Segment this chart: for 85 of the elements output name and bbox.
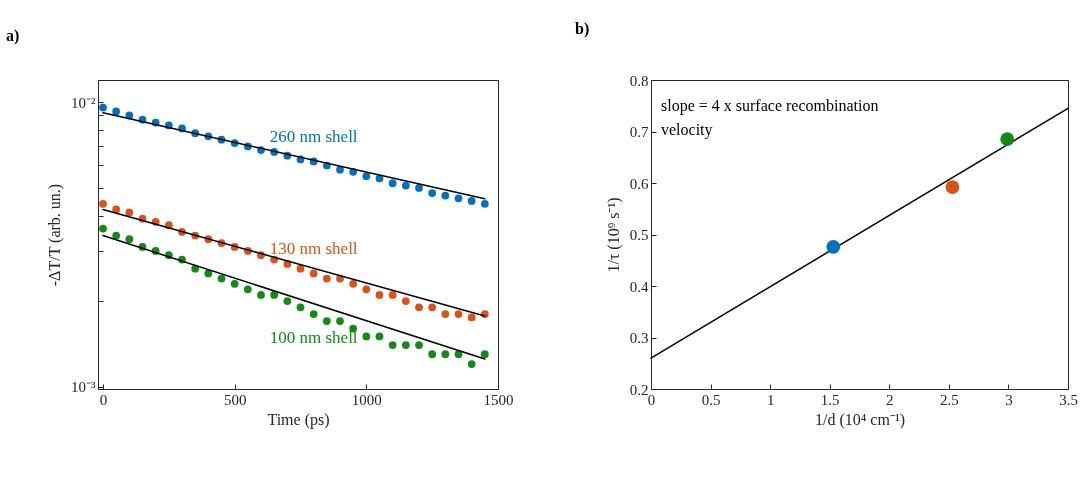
point (322, 274, 331, 283)
point (362, 285, 371, 294)
point (388, 291, 397, 299)
point (826, 239, 841, 254)
x-tick-label: 2 (886, 391, 894, 408)
point (375, 291, 384, 299)
point (309, 310, 318, 318)
point (454, 194, 463, 203)
point (112, 107, 121, 116)
series-label: 130 nm shell (269, 239, 358, 259)
point (336, 317, 344, 325)
point (230, 279, 239, 288)
x-tick-label: 2.5 (939, 391, 959, 408)
point (125, 235, 134, 244)
y-tick-label: 0.8 (629, 72, 649, 89)
point (415, 341, 423, 349)
y-axis-title: -ΔT/T (arb. un.) (46, 183, 64, 287)
series-label: 260 nm shell (269, 127, 358, 147)
point (480, 350, 489, 359)
series-label: 100 nm shell (269, 328, 358, 348)
point (388, 179, 397, 188)
x-tick-label: 500 (223, 391, 247, 408)
x-tick-label: 0 (99, 391, 108, 408)
chart-title: b) (575, 20, 590, 38)
y-tick-label: 0.6 (629, 175, 649, 192)
point (99, 103, 107, 112)
x-tick-label: 1.5 (820, 391, 840, 408)
point (112, 231, 121, 240)
x-tick-label: 3.5 (1059, 391, 1078, 408)
point (415, 303, 423, 312)
x-tick-label: 1000 (351, 391, 382, 408)
x-axis-title: 1/d (10⁴ cm⁻¹) (814, 410, 906, 429)
x-tick-label: 0.5 (701, 391, 721, 408)
y-tick-label: 10⁻³ (71, 379, 96, 396)
x-tick-label: 3 (1005, 391, 1013, 408)
y-tick-label: 0.5 (629, 227, 649, 243)
point (441, 191, 450, 200)
point (441, 310, 450, 318)
point (415, 184, 423, 192)
x-axis-title: Time (ps) (267, 410, 330, 429)
y-tick-label: 10⁻² (71, 94, 96, 111)
point (401, 297, 410, 305)
x-tick-label: 1500 (483, 391, 514, 408)
point (428, 189, 437, 197)
point (428, 303, 437, 312)
y-tick-label: 0.4 (629, 278, 649, 295)
point (362, 332, 371, 341)
point (125, 208, 134, 217)
y-tick-label: 0.2 (629, 381, 649, 398)
point (257, 291, 265, 299)
point (467, 197, 476, 205)
point (375, 332, 384, 341)
point (112, 205, 121, 214)
point (296, 303, 305, 312)
y-tick-label: 0.7 (629, 124, 649, 140)
point (362, 172, 371, 181)
point (336, 165, 344, 174)
point (204, 269, 213, 278)
point (1000, 132, 1015, 147)
y-tick-label: 0.3 (629, 330, 649, 346)
point (309, 269, 318, 278)
point (467, 360, 476, 368)
point (401, 341, 410, 349)
point (270, 291, 279, 299)
x-tick-label: 1 (766, 391, 775, 408)
annotation: slope = 4 x surface recombination velocity (661, 97, 879, 139)
point (480, 199, 489, 208)
point (99, 199, 107, 208)
point (322, 317, 331, 325)
point (296, 264, 305, 273)
point (99, 224, 107, 233)
point (349, 279, 358, 288)
y-axis-title: 1/τ (10⁹ s⁻¹) (604, 197, 623, 273)
point (401, 181, 410, 190)
point (283, 297, 292, 305)
chart-title: a) (6, 27, 20, 45)
x-tick-label: 0 (647, 391, 656, 408)
point (454, 310, 463, 318)
point (217, 274, 226, 283)
point (243, 285, 252, 294)
point (428, 350, 437, 359)
point (441, 350, 450, 359)
point (467, 313, 476, 322)
point (945, 180, 960, 194)
point (388, 341, 397, 349)
